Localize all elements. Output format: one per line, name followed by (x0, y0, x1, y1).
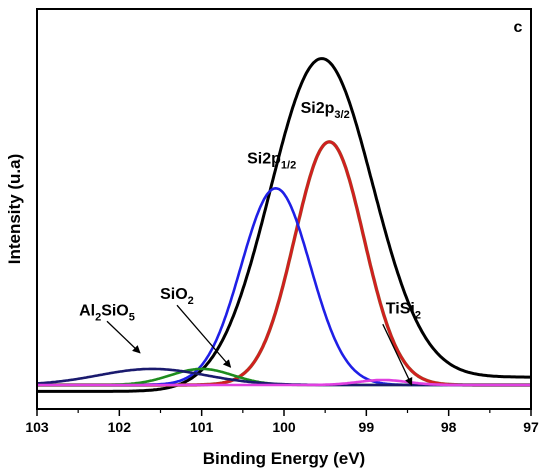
curve-sio2 (37, 367, 531, 387)
label-sio2: SiO2 (160, 286, 194, 307)
curve-al2sio5 (37, 367, 531, 387)
x-axis: 103 102 101 100 99 98 97 (25, 409, 539, 435)
y-axis-title: Intensity (u.a) (5, 154, 24, 265)
curve-si2p32 (37, 140, 531, 387)
curve-envelope (37, 57, 531, 393)
peak-labels: Si2p3/2 Si2p1/2 SiO2 Al2SiO5 TiSi2 (79, 100, 421, 323)
curve-si2p32-outline (37, 140, 531, 387)
label-tisi2: TiSi2 (386, 300, 421, 321)
arrows-layer (106, 304, 413, 386)
x-tick-label-102: 102 (108, 419, 132, 435)
arrow-sio2 (176, 304, 232, 368)
arrow-al2sio5 (106, 320, 141, 354)
label-al2sio5: Al2SiO5 (79, 302, 135, 323)
x-tick-label-98: 98 (441, 419, 457, 435)
plot-frame (36, 8, 532, 410)
x-tick-label-103: 103 (25, 419, 49, 435)
x-axis-title: Binding Energy (eV) (203, 449, 365, 468)
x-tick-label-97: 97 (523, 419, 539, 435)
label-si2p32: Si2p3/2 (301, 100, 350, 121)
label-si2p12: Si2p1/2 (247, 150, 296, 171)
arrow-tisi2 (382, 323, 413, 386)
x-tick-label-99: 99 (359, 419, 375, 435)
curve-tisi2 (37, 378, 531, 387)
curves-layer (37, 57, 531, 393)
x-tick-label-101: 101 (190, 419, 214, 435)
x-tick-label-100: 100 (272, 419, 296, 435)
panel-label: c (514, 19, 523, 36)
